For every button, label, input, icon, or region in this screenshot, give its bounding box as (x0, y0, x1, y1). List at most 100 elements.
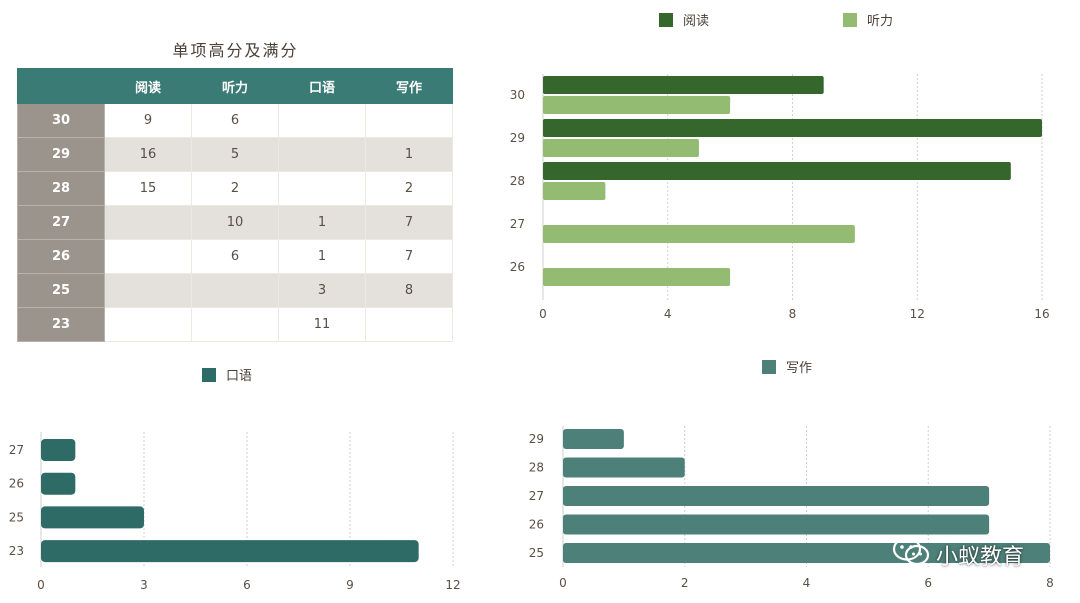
x-tick-label: 12 (445, 578, 460, 592)
x-tick-label: 12 (910, 307, 925, 321)
y-tick-label: 27 (9, 443, 24, 457)
score-table-panel: 单项高分及满分 阅读 听力 口语 写作 30 9 6 29 16 5 1 28 15 2 2 27 10 1 7 2… (17, 38, 454, 342)
table-cell: 6 (191, 239, 279, 274)
score-table: 阅读 听力 口语 写作 30 9 6 29 16 5 1 28 15 2 2 27 10 1 7 26 6 1 7 25 3 8… (17, 68, 453, 342)
table-header: 阅读 听力 口语 写作 (17, 68, 453, 104)
bar-writing-27 (563, 486, 990, 506)
legend-swatch-reading (659, 12, 673, 27)
legend-swatch-listening (843, 12, 857, 27)
x-tick-label: 0 (559, 576, 567, 590)
table-cell: 9 (104, 103, 192, 138)
table-cell (278, 137, 366, 172)
x-tick-label: 2 (681, 576, 689, 590)
y-tick-label: 28 (510, 174, 525, 188)
table-cell (365, 307, 453, 342)
bar-reading-30 (543, 76, 824, 94)
table-cell: 2 (191, 171, 279, 206)
table-header-cell: 听力 (191, 68, 279, 104)
y-tick-label: 27 (510, 217, 525, 231)
x-tick-label: 6 (924, 576, 932, 590)
table-cell: 16 (104, 137, 192, 172)
table-cell: 1 (365, 137, 453, 172)
y-tick-label: 25 (9, 510, 24, 524)
table-cell (104, 273, 192, 308)
bar-writing-26 (563, 514, 990, 535)
bar-writing-28 (563, 457, 685, 478)
x-tick-label: 9 (346, 578, 354, 592)
x-tick-label: 0 (37, 578, 45, 592)
table-cell: 8 (365, 273, 453, 308)
table-cell (191, 273, 279, 308)
table-row-score: 29 (17, 137, 105, 172)
table-header-cell: 口语 (278, 68, 366, 104)
chart-writing: 0 2 4 6 8 29 28 27 26 25 (529, 426, 1054, 590)
x-tick-label: 16 (1034, 307, 1049, 321)
x-tick-label: 3 (140, 578, 148, 592)
table-cell (104, 205, 192, 240)
bar-listening-27 (543, 225, 855, 243)
bar-speaking-26 (41, 472, 76, 495)
x-tick-label: 6 (243, 578, 251, 592)
table-cell: 7 (365, 239, 453, 274)
table-row-score: 25 (17, 273, 105, 308)
bar-listening-29 (543, 139, 699, 157)
chart1-legend-reading: 阅读 (659, 10, 709, 29)
table-row: 30 9 6 (17, 103, 453, 138)
chart-reading-listening: 0 4 8 12 16 30 29 28 27 26 (510, 74, 1050, 321)
x-tick-label: 8 (1046, 576, 1054, 590)
watermark-text: 小蚁教育 (936, 545, 1025, 570)
table-row: 26 6 1 7 (17, 239, 453, 274)
y-tick-label: 26 (510, 260, 525, 274)
legend-label-reading: 阅读 (683, 14, 710, 29)
bar-listening-26 (543, 268, 731, 286)
y-tick-label: 26 (529, 518, 544, 532)
x-tick-label: 8 (789, 307, 797, 321)
bar-speaking-25 (41, 506, 144, 529)
y-tick-label: 26 (9, 477, 24, 491)
legend-label-speaking: 口语 (226, 369, 253, 384)
table-row: 27 10 1 7 (17, 205, 453, 240)
y-tick-label: 29 (529, 432, 544, 446)
table-cell: 5 (191, 137, 279, 172)
wechat-icon (892, 536, 930, 574)
chart3-legend-writing: 写作 (762, 357, 812, 376)
table-row-score: 23 (17, 307, 105, 342)
bar-writing-29 (563, 429, 624, 449)
chart1-legend-listening: 听力 (843, 10, 893, 29)
watermark: 小蚁教育 (892, 536, 1024, 574)
y-tick-label: 23 (9, 544, 24, 558)
bar-reading-29 (543, 119, 1042, 137)
y-tick-label: 27 (529, 489, 544, 503)
table-cell: 3 (278, 273, 366, 308)
table-cell (278, 171, 366, 206)
table-cell: 6 (191, 103, 279, 138)
table-row-score: 28 (17, 171, 105, 206)
table-row: 29 16 5 1 (17, 137, 453, 172)
bar-reading-28 (543, 162, 1011, 180)
table-row-score: 30 (17, 103, 105, 138)
table-row: 23 11 (17, 307, 453, 342)
legend-label-listening: 听力 (867, 14, 894, 29)
table-cell: 1 (278, 205, 366, 240)
table-cell (104, 307, 192, 342)
legend-label-writing: 写作 (786, 361, 813, 376)
table-body: 30 9 6 29 16 5 1 28 15 2 2 27 10 1 7 26 6 1 7 25 3 8 23 11 (17, 103, 453, 342)
table-cell (191, 307, 279, 342)
y-tick-label: 28 (529, 461, 544, 475)
table-title: 单项高分及满分 (172, 41, 299, 60)
x-tick-label: 4 (664, 307, 672, 321)
table-cell: 11 (278, 307, 366, 342)
y-tick-label: 29 (510, 131, 525, 145)
x-tick-label: 0 (539, 307, 547, 321)
table-cell: 1 (278, 239, 366, 274)
x-tick-label: 4 (803, 576, 811, 590)
table-row-score: 26 (17, 239, 105, 274)
table-row: 25 3 8 (17, 273, 453, 308)
table-cell (278, 103, 366, 138)
bar-listening-28 (543, 182, 606, 200)
table-cell: 15 (104, 171, 192, 206)
chart-speaking: 0 3 6 9 12 27 26 25 23 (9, 432, 461, 592)
table-header-corner (17, 68, 105, 104)
table-header-cell: 写作 (365, 68, 453, 104)
legend-swatch-speaking (202, 367, 216, 382)
